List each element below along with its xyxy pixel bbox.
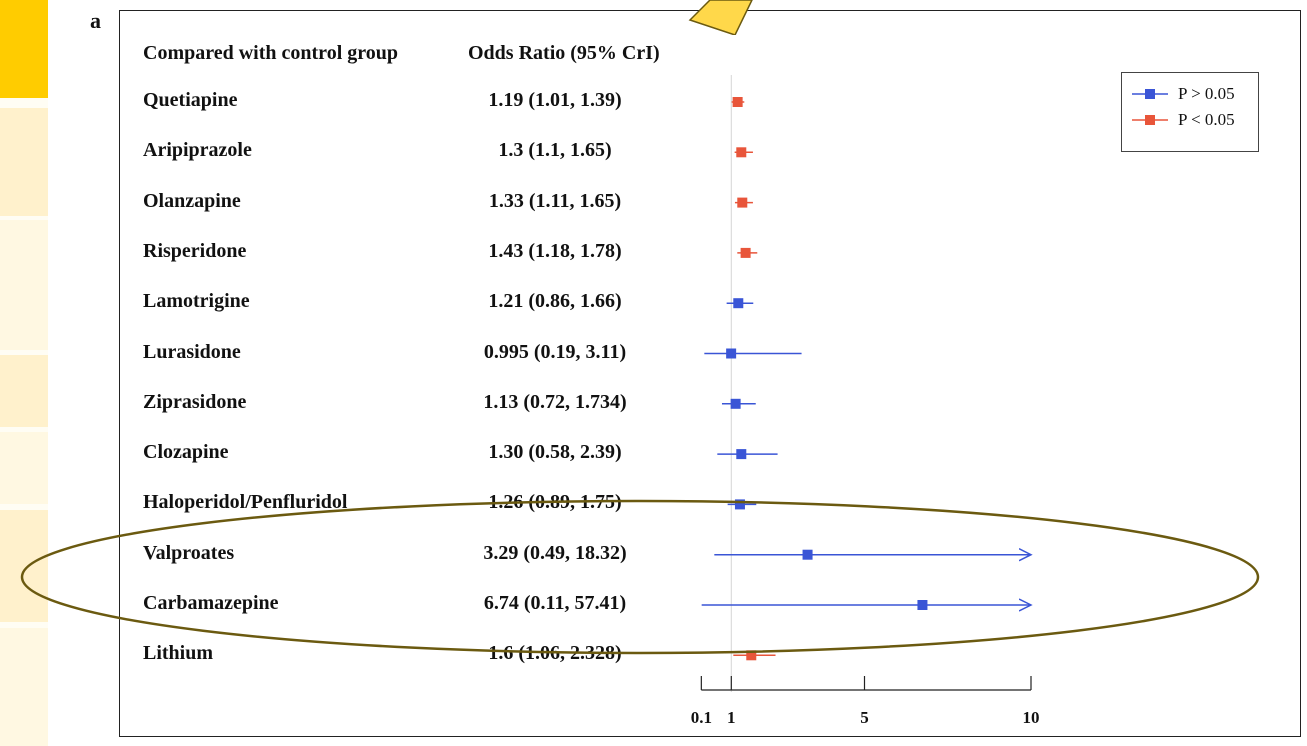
side-strip <box>0 0 48 746</box>
point-estimate <box>737 197 748 208</box>
row-odds-ratio: 1.43 (1.18, 1.78) <box>488 239 622 262</box>
row-name: Valproates <box>143 541 235 564</box>
header-estimate: Odds Ratio (95% CrI) <box>468 42 660 64</box>
point-estimate <box>746 650 757 661</box>
side-block <box>0 355 48 427</box>
point-estimate <box>730 398 741 409</box>
point-estimate <box>733 298 744 309</box>
row-name: Lamotrigine <box>143 290 250 313</box>
row-odds-ratio: 1.33 (1.11, 1.65) <box>488 189 622 212</box>
legend-item-sig: P < 0.05 <box>1132 109 1235 131</box>
row-odds-ratio: 1.19 (1.01, 1.39) <box>488 89 622 111</box>
legend: P > 0.05 P < 0.05 <box>1121 72 1259 152</box>
side-block <box>0 628 48 746</box>
row-name: Ziprasidone <box>143 390 247 413</box>
x-tick-label: 5 <box>860 708 869 727</box>
x-tick-label: 10 <box>1022 708 1040 727</box>
side-block <box>0 108 48 216</box>
row-name: Haloperidol/Penfluridol <box>143 491 348 514</box>
row-odds-ratio: 1.21 (0.86, 1.66) <box>488 290 622 313</box>
row-name: Olanzapine <box>143 189 241 212</box>
row-odds-ratio: 1.13 (0.72, 1.734) <box>483 390 627 413</box>
callout-arrow-shape <box>688 0 753 35</box>
row-odds-ratio: 1.30 (0.58, 2.39) <box>488 441 622 464</box>
point-estimate <box>726 348 737 359</box>
point-estimate <box>740 247 751 258</box>
row-name: Aripiprazole <box>143 139 252 162</box>
row-name: Lurasidone <box>143 340 241 363</box>
point-estimate <box>732 97 743 107</box>
legend-label-sig: P < 0.05 <box>1178 110 1235 129</box>
side-block-active <box>0 0 48 98</box>
legend-item-nonsig: P > 0.05 <box>1132 83 1235 105</box>
point-estimate <box>734 499 745 510</box>
side-block <box>0 220 48 350</box>
row-odds-ratio: 0.995 (0.19, 3.11) <box>483 340 627 363</box>
header-group: Compared with control group <box>143 42 399 64</box>
row-name: Risperidone <box>143 239 247 262</box>
row-odds-ratio: 1.3 (1.1, 1.65) <box>498 139 612 162</box>
legend-swatch-nonsig <box>1132 89 1168 99</box>
row-name: Lithium <box>143 642 214 665</box>
x-tick-label: 0.1 <box>690 708 712 727</box>
point-estimate <box>736 449 747 460</box>
x-tick-label: 1 <box>727 708 736 727</box>
legend-label-nonsig: P > 0.05 <box>1178 84 1235 103</box>
point-estimate <box>917 600 928 610</box>
row-name: Carbamazepine <box>143 592 279 614</box>
side-block <box>0 432 48 504</box>
row-odds-ratio: 3.29 (0.49, 18.32) <box>483 541 627 564</box>
row-odds-ratio: 6.74 (0.11, 57.41) <box>483 592 627 614</box>
point-estimate <box>736 147 747 158</box>
side-block <box>0 510 48 622</box>
point-estimate <box>802 549 813 560</box>
row-name: Clozapine <box>143 441 229 464</box>
panel-label: a <box>90 8 101 33</box>
row-name: Quetiapine <box>143 89 238 111</box>
highlight-ellipse <box>20 499 1260 655</box>
legend-swatch-sig <box>1132 115 1168 125</box>
